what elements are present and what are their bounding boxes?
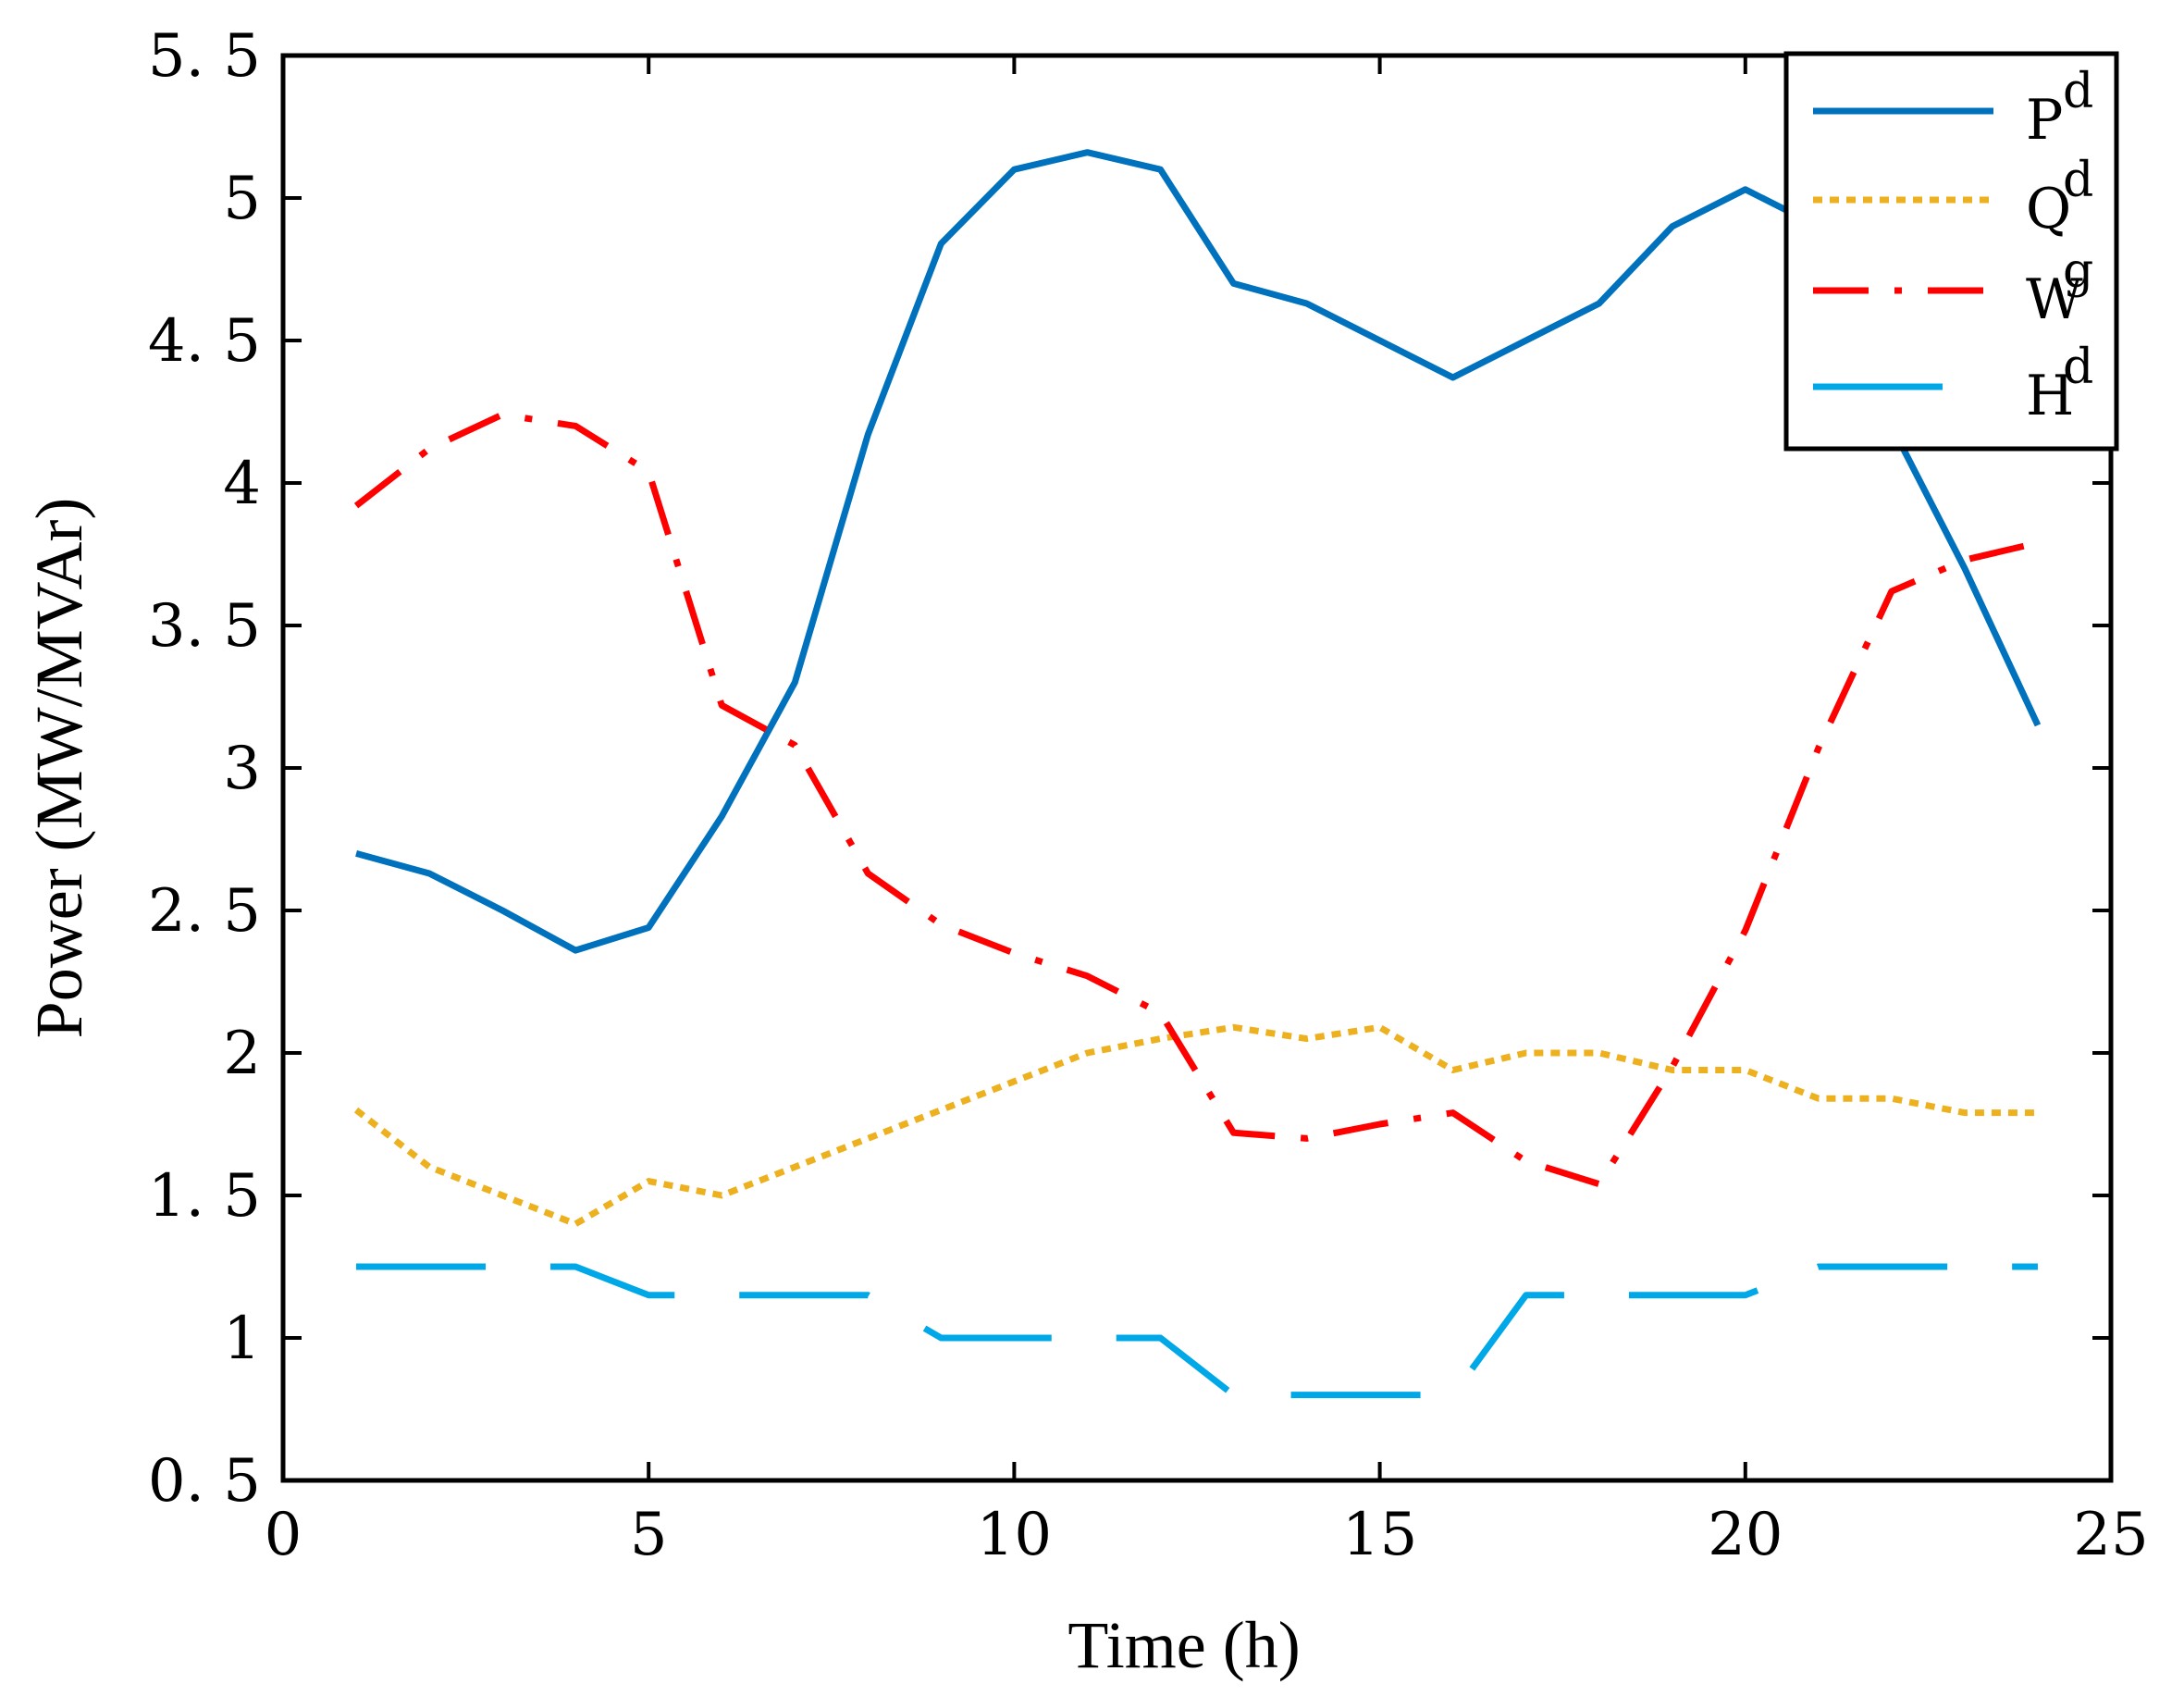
legend-label-superscript: d bbox=[2063, 153, 2093, 208]
legend-label: P bbox=[2026, 88, 2063, 153]
y-tick-label: 5. 5 bbox=[148, 22, 261, 91]
series-layer bbox=[353, 149, 2042, 1399]
legend-label: H bbox=[2026, 364, 2074, 428]
y-tick-label: 4. 5 bbox=[148, 307, 261, 376]
y-tick-label: 1. 5 bbox=[148, 1162, 261, 1231]
x-tick-label: 20 bbox=[1708, 1501, 1783, 1569]
series-line-Wg bbox=[353, 411, 2039, 1188]
x-tick-label: 10 bbox=[977, 1501, 1052, 1569]
series-line-Qd bbox=[353, 1023, 2038, 1228]
y-tick-label: 2. 5 bbox=[148, 877, 261, 946]
x-tick-label: 0 bbox=[265, 1501, 302, 1569]
axis-ticks: 0 5 10 15 20 25 0. 5 1 1. 5 2 2. 5 3 3. 5 4 4. 5 5 5. 5 bbox=[148, 22, 2149, 1569]
legend-label-superscript: g bbox=[2063, 243, 2093, 299]
y-tick-label: 1 bbox=[223, 1305, 261, 1373]
x-tick-label: 5 bbox=[630, 1501, 668, 1569]
legend-label: Q bbox=[2026, 177, 2071, 241]
y-tick-label: 5 bbox=[223, 165, 261, 233]
series-line-Pd bbox=[355, 149, 2042, 954]
y-axis-title: Power (MW/MVAr) bbox=[22, 498, 96, 1039]
legend-label-superscript: d bbox=[2063, 340, 2093, 395]
y-tick-label: 2 bbox=[223, 1020, 261, 1088]
legend-label: W bbox=[2026, 267, 2083, 332]
y-tick-label: 3. 5 bbox=[148, 592, 261, 661]
x-tick-label: 25 bbox=[2073, 1501, 2148, 1569]
y-tick-label: 3 bbox=[223, 735, 261, 803]
y-tick-label: 4 bbox=[223, 450, 261, 518]
y-tick-label: 0. 5 bbox=[148, 1447, 261, 1516]
series-line-Hd bbox=[356, 1263, 2038, 1399]
x-tick-label: 15 bbox=[1342, 1501, 1417, 1569]
x-axis-title: Time (h) bbox=[1067, 1608, 1300, 1682]
legend-label-superscript: d bbox=[2063, 64, 2093, 119]
legend-box bbox=[1783, 51, 2119, 452]
